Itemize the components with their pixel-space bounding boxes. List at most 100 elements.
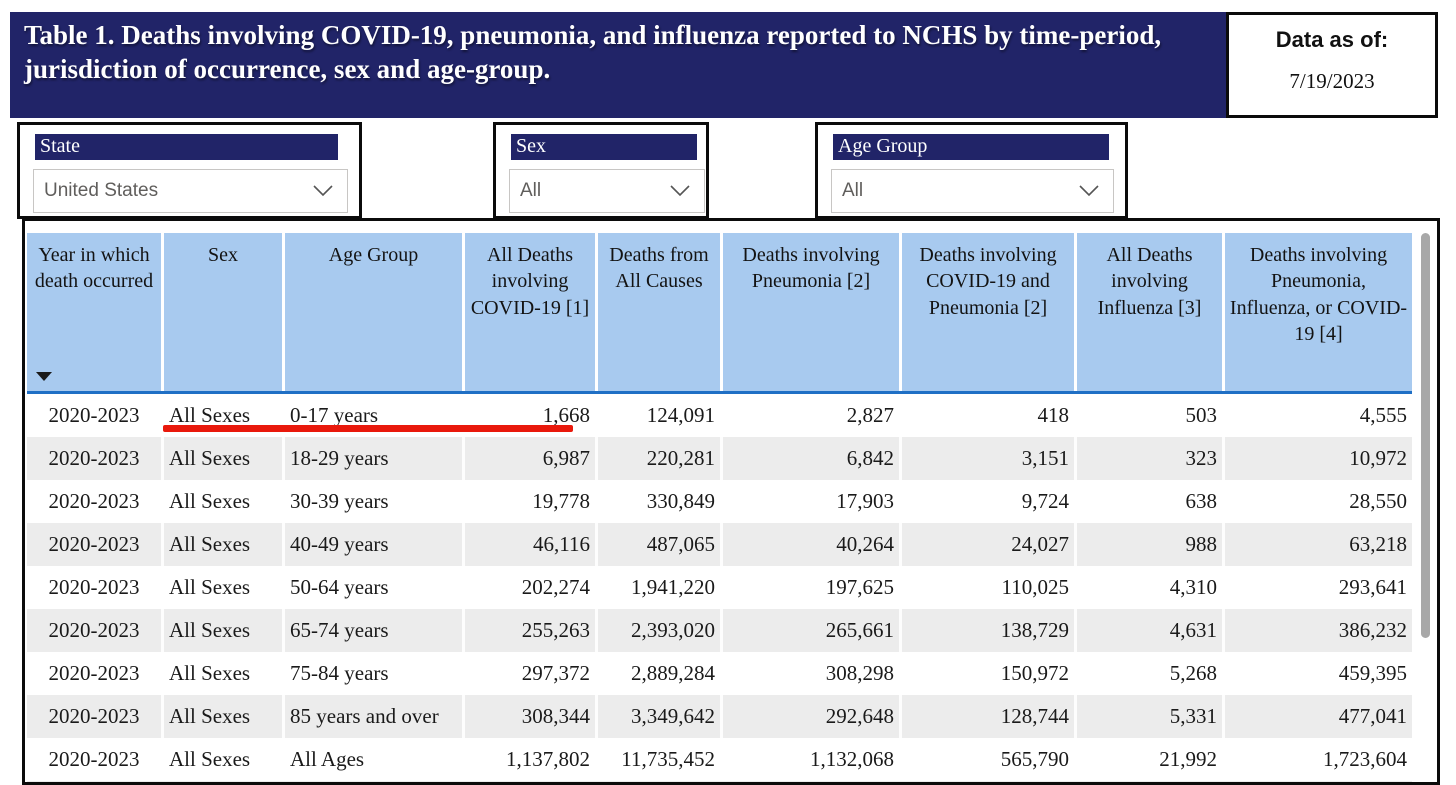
table-cell: 65-74 years — [285, 609, 465, 652]
table-cell: 63,218 — [1349, 532, 1407, 556]
table-cell: 1,723,604 — [1323, 747, 1407, 771]
table-cell: 6,842 — [723, 437, 902, 480]
table-cell: 9,724 — [902, 480, 1077, 523]
table-row-partial — [27, 781, 1412, 782]
column-header-label: Deaths from All Causes — [609, 244, 709, 293]
column-header-label: All Deaths involving Influenza [3] — [1097, 244, 1202, 319]
column-header[interactable]: Deaths involving Pneumonia, Influenza, o… — [1225, 233, 1412, 391]
table-cell: 128,744 — [902, 695, 1077, 738]
table-cell: 28,550 — [1349, 489, 1407, 513]
table-cell: 2020-2023 — [27, 480, 164, 523]
table-cell: 2020-2023 — [27, 652, 164, 695]
table-cell: 110,025 — [902, 566, 1077, 609]
state-filter: State United States — [17, 122, 362, 219]
state-dropdown[interactable]: United States — [33, 169, 348, 213]
table-cell: 5,268 — [1077, 652, 1225, 695]
data-as-of-label: Data as of: — [1275, 27, 1389, 52]
table-cell: 17,903 — [723, 480, 902, 523]
sex-filter-label: Sex — [511, 134, 697, 160]
title-banner: Table 1. Deaths involving COVID-19, pneu… — [10, 12, 1226, 118]
data-as-of-box: Data as of: 7/19/2023 — [1226, 12, 1438, 118]
table-cell: All Sexes — [164, 609, 285, 652]
table-cell: 150,972 — [902, 652, 1077, 695]
table-cell: 418 — [902, 394, 1077, 437]
state-dropdown-value: United States — [44, 180, 159, 201]
table-cell: 50-64 years — [285, 566, 465, 609]
table-cell: All Sexes — [164, 480, 285, 523]
column-header[interactable]: Sex — [164, 233, 285, 391]
column-header[interactable]: All Deaths involving COVID-19 [1] — [465, 233, 598, 391]
table-body: 2020-2023 All Sexes 0-17 years 1,668 124,091… — [27, 394, 1412, 781]
column-header[interactable]: All Deaths involving Influenza [3] — [1077, 233, 1225, 391]
table-cell: All Sexes — [164, 566, 285, 609]
table-cell: 138,729 — [902, 609, 1077, 652]
sex-dropdown[interactable]: All — [509, 169, 705, 213]
table-cell: 24,027 — [902, 523, 1077, 566]
table-cell: 255,263 — [465, 609, 598, 652]
column-header-label: Deaths involving Pneumonia, Influenza, o… — [1229, 244, 1408, 346]
deaths-table: Year in which death occurred Sex Age Group… — [22, 218, 1440, 785]
column-header[interactable]: Year in which death occurred — [27, 233, 164, 391]
table-cell: 11,735,452 — [598, 738, 723, 781]
table-cell: 197,625 — [723, 566, 902, 609]
table-cell: 3,349,642 — [598, 695, 723, 738]
age-group-dropdown-value: All — [842, 180, 864, 201]
table-cell: 18-29 years — [285, 437, 465, 480]
table-cell: 2,393,020 — [598, 609, 723, 652]
vertical-scrollbar[interactable] — [1421, 233, 1430, 638]
column-header[interactable]: Age Group — [285, 233, 465, 391]
table-cell: 2020-2023 — [27, 394, 164, 437]
table-cell: 1,132,068 — [723, 738, 902, 781]
age-group-filter: Age Group All — [815, 122, 1128, 219]
table-cell: 308,344 — [465, 695, 598, 738]
table-cell: All Sexes — [164, 394, 285, 437]
table-row: 2020-2023 All Sexes 65-74 years 255,263 2,39… — [27, 609, 1412, 652]
table-cell: 988 — [1077, 523, 1225, 566]
table-cell: 4,310 — [1077, 566, 1225, 609]
table-row: 2020-2023 All Sexes 50-64 years 202,274 1,94… — [27, 566, 1412, 609]
sex-filter: Sex All — [493, 122, 709, 219]
table-cell: 459,395 — [1338, 661, 1407, 685]
sex-dropdown-value: All — [520, 180, 542, 201]
table-cell: 10,972 — [1349, 446, 1407, 470]
age-group-dropdown[interactable]: All — [831, 169, 1114, 213]
table-cell: 265,661 — [723, 609, 902, 652]
table-row: 2020-2023 All Sexes 75-84 years 297,372 2,88… — [27, 652, 1412, 695]
chevron-down-icon — [313, 185, 333, 197]
column-header[interactable]: Deaths involving Pneumonia [2] — [723, 233, 902, 391]
sort-descending-icon — [36, 372, 52, 381]
table-cell: 2020-2023 — [27, 695, 164, 738]
table-cell: 4,631 — [1077, 609, 1225, 652]
table-cell: 1,137,802 — [465, 738, 598, 781]
table-cell: 21,992 — [1077, 738, 1225, 781]
table-cell: 5,331 — [1077, 695, 1225, 738]
table-cell: 487,065 — [598, 523, 723, 566]
table-row: 2020-2023 All Sexes 0-17 years 1,668 124,091… — [27, 394, 1412, 437]
table-cell: 75-84 years — [285, 652, 465, 695]
chevron-down-icon — [670, 185, 690, 197]
table-cell: 2,889,284 — [598, 652, 723, 695]
table-cell: 40,264 — [723, 523, 902, 566]
table-cell: 40-49 years — [285, 523, 465, 566]
table-cell: 0-17 years — [285, 394, 465, 437]
table-cell: 2020-2023 — [27, 609, 164, 652]
table-cell: All Sexes — [164, 695, 285, 738]
table-cell: 297,372 — [465, 652, 598, 695]
age-group-filter-label: Age Group — [833, 134, 1109, 160]
table-cell: 330,849 — [598, 480, 723, 523]
table-cell: 3,151 — [902, 437, 1077, 480]
table-row: 2020-2023 All Sexes 30-39 years 19,778 330,8… — [27, 480, 1412, 523]
table-cell: 30-39 years — [285, 480, 465, 523]
column-header[interactable]: Deaths involving COVID-19 and Pneumonia … — [902, 233, 1077, 391]
table-row: 2020-2023 All Sexes 85 years and over 308,3… — [27, 695, 1412, 738]
column-header-label: Age Group — [328, 244, 419, 266]
table-cell: 124,091 — [598, 394, 723, 437]
table-cell: All Sexes — [164, 437, 285, 480]
table-cell: All Ages — [285, 738, 465, 781]
column-header[interactable]: Deaths from All Causes — [598, 233, 723, 391]
header-divider — [27, 391, 1412, 394]
table-cell: 1,941,220 — [598, 566, 723, 609]
red-underline-annotation — [163, 425, 573, 432]
table-cell: 4,555 — [1359, 403, 1407, 427]
table-cell: 503 — [1077, 394, 1225, 437]
